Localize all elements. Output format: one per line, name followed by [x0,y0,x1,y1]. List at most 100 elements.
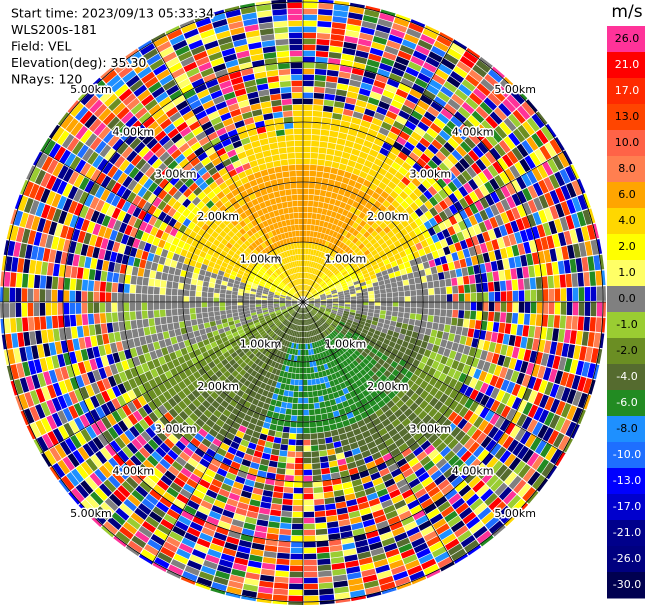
range-gate [380,190,390,200]
range-gate [517,348,526,361]
range-gate [282,290,288,294]
range-gate [329,173,337,181]
range-gate [347,282,354,287]
range-gate [180,248,188,257]
range-gate [286,457,295,464]
range-gate [423,563,439,576]
range-gate [508,334,516,347]
range-gate [403,261,411,269]
range-gate [529,240,537,253]
range-gate [471,255,479,266]
range-gate [375,172,384,181]
range-gate [284,312,290,317]
range-gate [278,534,291,542]
range-gate [46,206,57,221]
range-gate [87,291,94,302]
range-gate [109,229,118,241]
range-gate [485,241,494,252]
range-gate [244,310,251,315]
range-gate [318,311,324,315]
range-gate [273,348,279,355]
range-gate [351,323,358,329]
range-gate [270,509,282,517]
range-gate [363,223,371,231]
range-gate [231,291,238,296]
range-gate [490,443,502,456]
range-gate [82,325,90,337]
range-gate [127,256,135,266]
range-gate [519,158,531,173]
range-gate [115,507,130,521]
range-gate [502,154,514,168]
range-gate [176,425,187,436]
range-gate [582,209,592,225]
range-gate [532,211,542,226]
range-gate [358,253,366,260]
range-gate [177,295,184,302]
range-gate [419,204,429,214]
range-gate [62,456,75,471]
range-gate [370,324,377,330]
range-gate [555,187,566,203]
range-gate [411,331,419,339]
range-gate [555,203,565,218]
range-gate [294,337,298,343]
range-gate [166,569,181,579]
range-gate [184,462,196,473]
range-gate [22,361,31,377]
range-gate [502,435,514,450]
range-gate [438,200,449,210]
range-gate [421,179,432,190]
range-gate [250,288,257,293]
range-gate [396,390,406,399]
range-gate [11,257,19,272]
range-gate [331,258,337,265]
range-gate [334,592,350,600]
range-gate [391,418,401,428]
range-gate [377,238,385,246]
range-gate [543,249,552,263]
range-gate [205,386,214,395]
range-gate [352,367,360,375]
range-gate [374,482,386,492]
range-gate [346,211,354,219]
range-gate [339,126,349,134]
range-gate [588,379,596,395]
range-gate [134,468,147,480]
range-gate [477,507,492,521]
range-gate [306,293,311,298]
range-gate [444,450,456,462]
range-gate [375,74,388,84]
range-gate [312,116,322,123]
range-gate [342,285,349,289]
range-gate [361,20,377,30]
range-gate [94,270,102,281]
range-gate [112,322,120,332]
range-gate [417,99,430,111]
range-gate [17,332,25,347]
range-gate [448,493,462,505]
range-gate [349,309,356,313]
range-gate [317,226,323,233]
range-gate [334,586,349,594]
range-gate [346,430,355,439]
range-gate [298,307,302,313]
range-gate [184,368,193,377]
range-gate [267,527,280,535]
range-gate [238,425,247,434]
range-gate [504,471,518,486]
range-gate [200,565,216,576]
range-gate [319,352,325,359]
range-gate [268,321,274,327]
range-gate [297,355,301,362]
range-gate [311,281,315,287]
range-gate [224,451,235,461]
range-gate [237,305,244,309]
range-gate [401,323,409,330]
range-gate [499,224,508,237]
range-gate [166,316,173,324]
range-gate [110,342,118,354]
range-gate [40,401,51,417]
range-gate [286,295,292,299]
range-gate [296,313,300,319]
